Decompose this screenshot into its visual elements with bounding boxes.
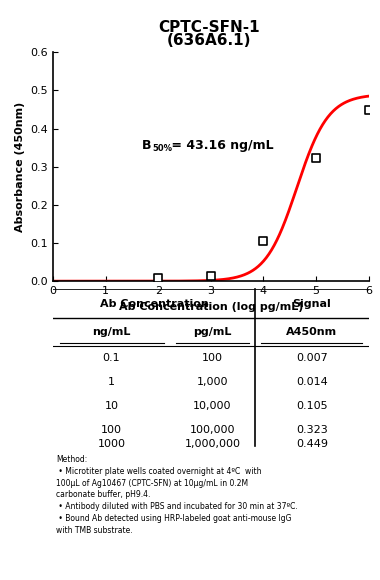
Text: = 43.16 ng/mL: = 43.16 ng/mL	[167, 139, 273, 152]
Text: 1000: 1000	[98, 439, 125, 449]
Text: 100: 100	[101, 425, 122, 436]
Text: 10,000: 10,000	[193, 401, 232, 411]
Y-axis label: Absorbance (450nm): Absorbance (450nm)	[15, 102, 25, 232]
Text: CPTC-SFN-1: CPTC-SFN-1	[158, 20, 260, 35]
Point	[313, 153, 319, 162]
Text: Method:
 • Microtiter plate wells coated overnight at 4ºC  with
100μL of Ag10467: Method: • Microtiter plate wells coated …	[56, 455, 298, 535]
Text: Ab Concentration: Ab Concentration	[100, 299, 209, 309]
Text: 100,000: 100,000	[190, 425, 235, 436]
Point	[260, 237, 266, 246]
Text: ng/mL: ng/mL	[92, 327, 131, 336]
Text: 0.1: 0.1	[103, 353, 120, 362]
Point	[208, 271, 214, 281]
Text: 0.014: 0.014	[296, 377, 328, 387]
Text: 0.323: 0.323	[296, 425, 328, 436]
Text: 0.105: 0.105	[296, 401, 328, 411]
Text: (636A6.1): (636A6.1)	[167, 33, 251, 48]
Point	[366, 105, 372, 114]
Point	[155, 274, 162, 283]
Text: 1,000: 1,000	[197, 377, 228, 387]
Text: 0.007: 0.007	[296, 353, 328, 362]
Text: B: B	[141, 139, 151, 152]
Text: 50%: 50%	[152, 144, 173, 153]
Text: A450nm: A450nm	[286, 327, 337, 336]
Text: 0.449: 0.449	[296, 439, 328, 449]
Text: 10: 10	[105, 401, 119, 411]
Text: 100: 100	[202, 353, 223, 362]
Text: pg/mL: pg/mL	[193, 327, 232, 336]
X-axis label: Ab Concentration (log pg/mL): Ab Concentration (log pg/mL)	[119, 302, 303, 311]
Text: 1,000,000: 1,000,000	[184, 439, 241, 449]
Text: Signal: Signal	[293, 299, 331, 309]
Text: 1: 1	[108, 377, 115, 387]
